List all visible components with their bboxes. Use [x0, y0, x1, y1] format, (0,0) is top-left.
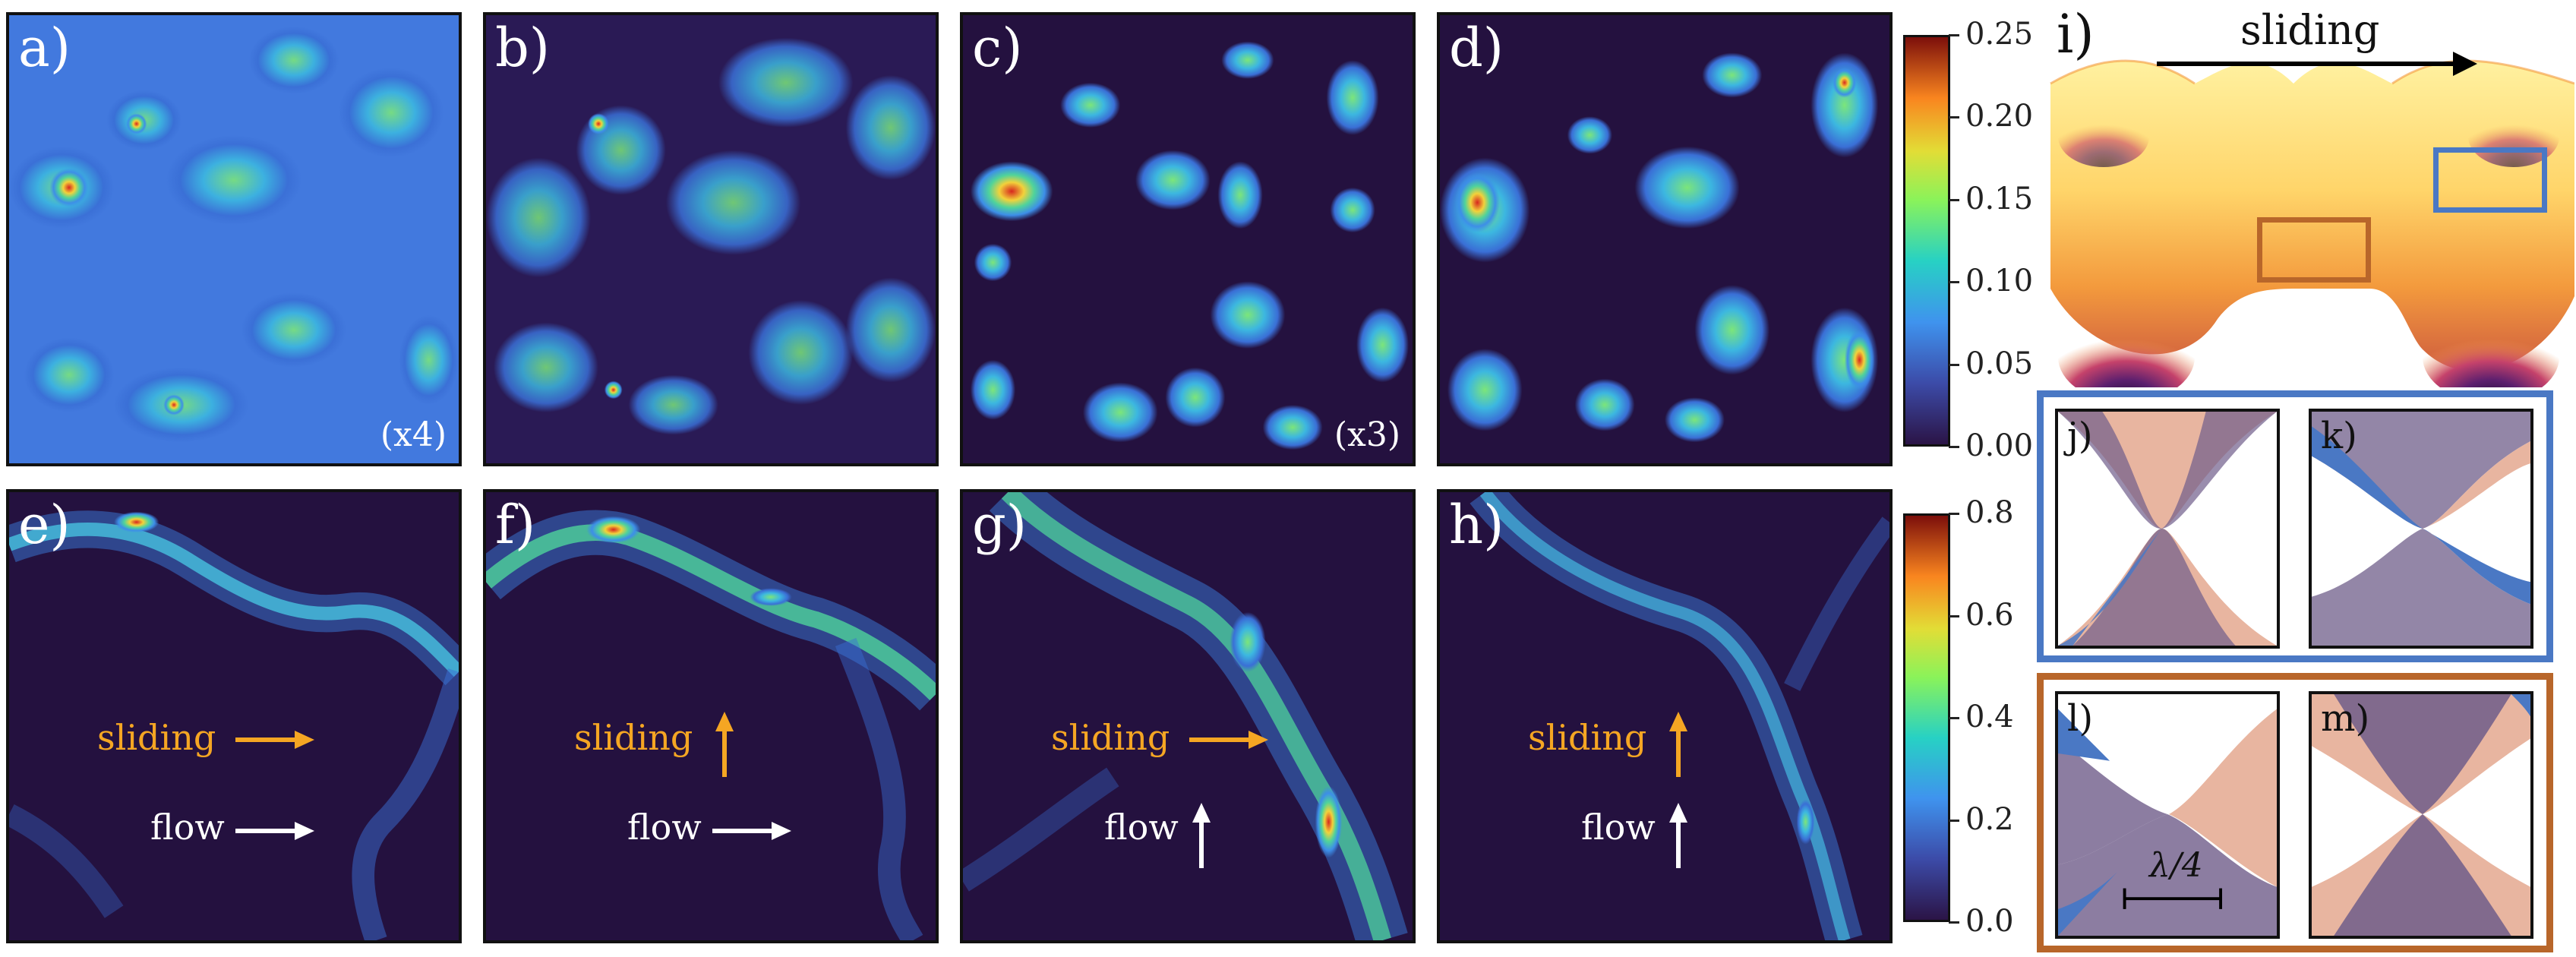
contact-map-a: [9, 15, 459, 463]
colorbar-tick-mark: [1949, 717, 1959, 719]
sliding-label: sliding: [1528, 717, 1647, 758]
colorbar-tick-label: 0.05: [1965, 346, 2034, 381]
colorbar-bottom: [1903, 513, 1950, 922]
sliding-label: sliding: [1051, 717, 1170, 758]
colorbar-tick-label: 0.20: [1965, 99, 2034, 134]
panel-label: g): [972, 494, 1028, 556]
panel-label: c): [972, 17, 1023, 79]
flow-map-g: [963, 492, 1413, 940]
panel-label: l): [2067, 697, 2094, 740]
contact-map-b: [486, 15, 936, 463]
panel-h: h): [1437, 489, 1893, 943]
colorbar-top: [1903, 35, 1950, 447]
colorbar-tick-label: 0.4: [1965, 700, 2014, 734]
panel-label: i): [2057, 3, 2095, 65]
panel-label: m): [2321, 697, 2370, 740]
inset-l: l) λ/4: [2055, 691, 2280, 939]
panel-g: g): [960, 489, 1416, 943]
panel-a: a) (x4): [6, 12, 462, 466]
contact-map-c: [963, 15, 1413, 463]
panel-label: e): [18, 494, 71, 556]
colorbar-tick-mark: [1949, 513, 1959, 515]
panel-e: e): [6, 489, 462, 943]
sliding-arrow-head: [2453, 52, 2477, 76]
panel-c: c) (x3): [960, 12, 1416, 466]
arrow-up-icon: [715, 712, 734, 777]
colorbar-tick-mark: [1949, 281, 1959, 284]
panel-label: b): [495, 17, 551, 79]
sliding-label: sliding: [2240, 6, 2380, 54]
panel-d: d): [1437, 12, 1893, 466]
contact-map-d: [1440, 15, 1889, 463]
inset-j-plot: [2058, 412, 2277, 646]
panel-label: k): [2321, 415, 2357, 457]
orange-box-marker: [2257, 217, 2371, 283]
scale-note: (x3): [1334, 415, 1400, 454]
flow-map-h: [1440, 492, 1889, 940]
panel-label: j): [2067, 415, 2093, 457]
colorbar-tick-mark: [1949, 446, 1959, 448]
colorbar-tick-mark: [1949, 116, 1959, 119]
colorbar-tick-label: 0.00: [1965, 428, 2034, 463]
colorbar-tick-mark: [1949, 921, 1959, 924]
flow-label: flow: [627, 807, 702, 848]
colorbar-tick-mark: [1949, 34, 1959, 36]
panel-i: i) sliding: [2043, 0, 2574, 387]
panel-b: b): [483, 12, 939, 466]
colorbar-tick-label: 0.6: [1965, 597, 2014, 633]
inset-m-plot: [2312, 694, 2530, 936]
colorbar-tick-label: 0.25: [1965, 17, 2034, 52]
flow-map-f: [486, 492, 936, 940]
colorbar-tick-label: 0.10: [1965, 264, 2034, 299]
scale-note: (x4): [380, 415, 447, 454]
panel-label: f): [495, 494, 536, 556]
panel-f: f): [483, 489, 939, 943]
panel-label: a): [18, 17, 71, 79]
inset-group-orange: [2037, 673, 2553, 952]
scale-bar-label: λ/4: [2149, 846, 2203, 885]
colorbar-tick-label: 0.15: [1965, 181, 2034, 216]
sliding-label: sliding: [574, 717, 693, 758]
inset-j: j): [2055, 409, 2280, 649]
inset-m: m): [2309, 691, 2533, 939]
flow-label: flow: [1104, 807, 1179, 848]
panel-label: d): [1449, 17, 1504, 79]
colorbar-tick-mark: [1949, 198, 1959, 201]
colorbar-tick-mark: [1949, 614, 1959, 617]
arrow-right-icon: [1189, 731, 1268, 749]
arrow-right-icon: [712, 822, 791, 840]
arrow-right-icon: [235, 822, 314, 840]
sliding-label: sliding: [97, 717, 216, 758]
colorbar-tick-label: 0.0: [1965, 904, 2014, 939]
colorbar-tick-mark: [1949, 363, 1959, 366]
flow-label: flow: [150, 807, 225, 848]
arrow-up-icon: [1669, 803, 1687, 868]
inset-k-plot: [2312, 412, 2530, 646]
colorbar-tick-label: 0.2: [1965, 801, 2014, 837]
colorbar-tick-label: 0.8: [1965, 495, 2014, 530]
arrow-up-icon: [1192, 803, 1211, 868]
inset-l-plot: [2058, 694, 2277, 936]
arrow-right-icon: [235, 731, 314, 749]
panel-label: h): [1449, 494, 1504, 556]
inset-k: k): [2309, 409, 2533, 649]
blue-box-marker: [2433, 147, 2547, 213]
inset-group-blue: [2037, 390, 2553, 662]
colorbar-tick-mark: [1949, 819, 1959, 822]
arrow-up-icon: [1669, 712, 1687, 777]
flow-label: flow: [1581, 807, 1656, 848]
flow-map-e: [9, 492, 459, 940]
